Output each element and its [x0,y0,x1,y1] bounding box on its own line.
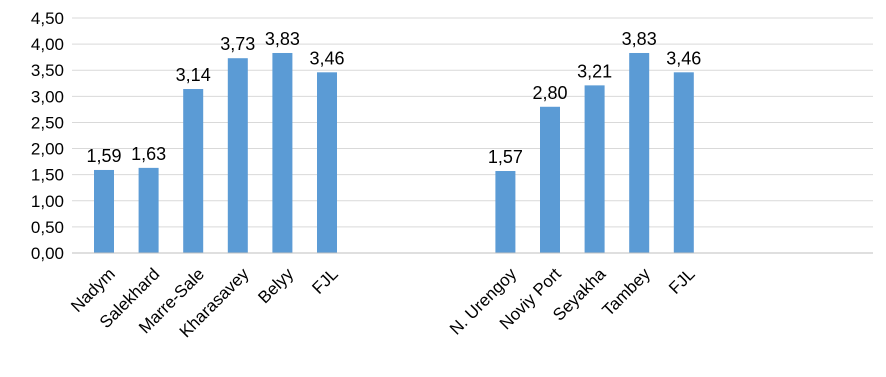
bar-value-label: 3,46 [309,48,344,68]
bar [183,89,204,254]
gridlines [72,17,873,254]
bar [138,167,159,253]
y-tick-label: 3,50 [31,61,64,80]
y-tick-label: 4,50 [31,9,64,28]
x-category-label: FJL [665,264,698,297]
y-tick-label: 2,50 [31,113,64,132]
bar-value-label: 3,46 [666,48,701,68]
y-tick-label: 3,00 [31,87,64,106]
y-tick-label: 0,50 [31,218,64,237]
bar [94,169,114,253]
bar [540,106,560,254]
bar [584,85,605,253]
data-labels: 1,59 1,63 3,14 3,73 3,83 3,46 1,57 2,80 3,21 3,83… [86,29,701,167]
bar-value-label: 1,57 [488,147,523,167]
x-category-label: FJL [308,264,341,297]
bar [227,58,248,253]
y-axis-tick-labels: 0,00 0,50 1,00 1,50 2,00 2,50 3,00 3,50 4,00 4,50 [31,9,64,263]
bar-value-label: 3,14 [176,65,211,85]
bar [317,72,337,253]
bar-value-label: 3,21 [577,61,612,81]
bar-value-label: 2,80 [532,83,567,103]
bar-value-label: 1,63 [131,144,166,164]
y-tick-label: 1,50 [31,166,64,185]
y-tick-label: 1,00 [31,192,64,211]
bar [495,171,516,253]
bar [272,52,293,253]
bar-value-label: 3,73 [220,34,255,54]
y-tick-label: 2,00 [31,140,64,159]
x-category-label: Tambey [598,264,654,320]
bar-value-label: 3,83 [265,29,300,49]
bar [673,72,694,253]
y-tick-label: 4,00 [31,35,64,54]
bar [629,52,650,253]
y-tick-label: 0,00 [31,244,64,263]
bar-value-label: 3,83 [622,29,657,49]
bars [94,52,694,254]
x-category-label: Belyy [254,264,297,307]
bar-value-label: 1,59 [86,146,121,166]
